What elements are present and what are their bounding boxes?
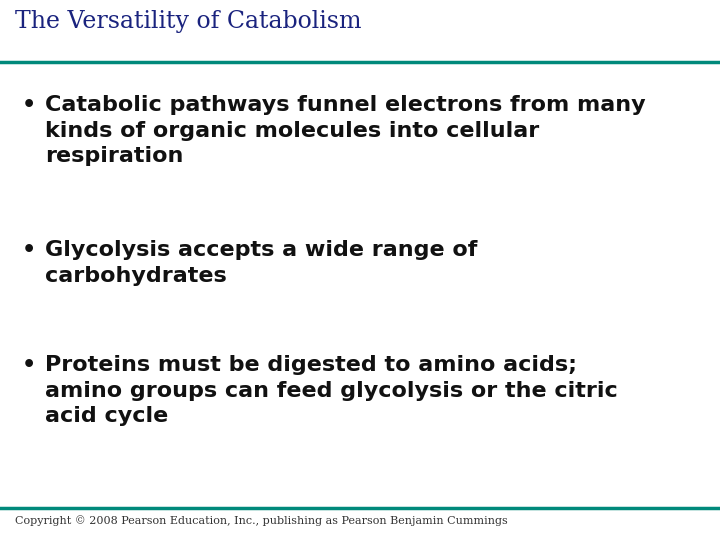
Text: •: • bbox=[22, 95, 36, 115]
Text: •: • bbox=[22, 355, 36, 375]
Text: The Versatility of Catabolism: The Versatility of Catabolism bbox=[15, 10, 361, 33]
Text: Glycolysis accepts a wide range of
carbohydrates: Glycolysis accepts a wide range of carbo… bbox=[45, 240, 477, 286]
Text: Proteins must be digested to amino acids;
amino groups can feed glycolysis or th: Proteins must be digested to amino acids… bbox=[45, 355, 618, 426]
Text: Catabolic pathways funnel electrons from many
kinds of organic molecules into ce: Catabolic pathways funnel electrons from… bbox=[45, 95, 646, 166]
Text: Copyright © 2008 Pearson Education, Inc., publishing as Pearson Benjamin Cumming: Copyright © 2008 Pearson Education, Inc.… bbox=[15, 515, 508, 526]
Text: •: • bbox=[22, 240, 36, 260]
